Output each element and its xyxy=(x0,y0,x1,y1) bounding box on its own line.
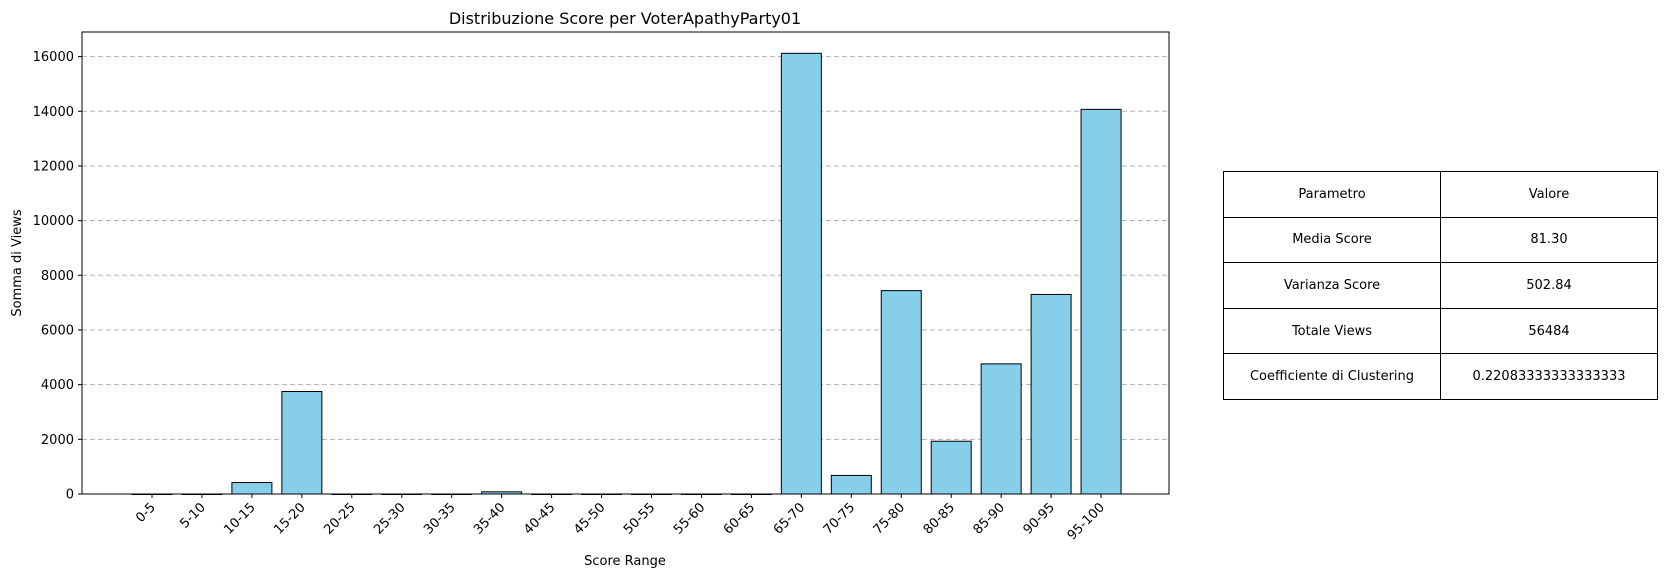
y-tick-label: 16000 xyxy=(33,50,74,65)
x-tick-label: 5-10 xyxy=(177,500,208,531)
y-tick-label: 8000 xyxy=(41,269,74,284)
x-tick-label: 95-100 xyxy=(1065,500,1108,543)
y-tick-label: 10000 xyxy=(33,214,74,229)
plot-frame xyxy=(81,31,1170,495)
table-header-row: Parametro Valore xyxy=(1223,171,1658,218)
table-cell-parameter: Totale Views xyxy=(1223,307,1441,355)
x-tick-label: 25-30 xyxy=(371,500,408,537)
bar-75-80 xyxy=(880,290,922,495)
x-tick-label: 50-55 xyxy=(621,500,658,537)
y-tick-label: 6000 xyxy=(41,323,74,338)
y-tick-label: 12000 xyxy=(33,159,74,174)
table-header-cell: Parametro xyxy=(1223,171,1441,218)
y-tick-label: 4000 xyxy=(41,378,74,393)
table-cell-value: 502.84 xyxy=(1440,262,1658,309)
x-tick-label: 30-35 xyxy=(421,500,458,537)
y-tick-label: 0 xyxy=(66,488,74,503)
table-cell-parameter: Varianza Score xyxy=(1223,262,1441,309)
y-tick-label: 2000 xyxy=(41,433,74,448)
bar-80-85 xyxy=(930,440,972,495)
bar-65-70 xyxy=(780,52,822,495)
y-axis-label: Somma di Views xyxy=(10,209,25,316)
chart-title: Distribuzione Score per VoterApathyParty… xyxy=(449,9,801,28)
table-row: Coefficiente di Clustering 0.22083333333… xyxy=(1223,353,1658,400)
x-tick-label: 35-40 xyxy=(471,500,508,537)
bars xyxy=(131,52,1122,495)
bar-10-15 xyxy=(231,482,273,495)
x-axis-ticks: 0-5 5-10 10-15 15-20 20-25 25-30 30-35 35-40 40-… xyxy=(133,494,1108,543)
x-tick-label: 85-90 xyxy=(971,500,1008,537)
y-axis-ticks: 0 2000 4000 6000 8000 10000 12000 14000 16000 xyxy=(33,50,82,503)
x-tick-label: 70-75 xyxy=(821,500,858,537)
x-axis-label: Score Range xyxy=(584,554,666,569)
table-cell-parameter: Media Score xyxy=(1223,216,1441,264)
x-tick-label: 10-15 xyxy=(221,500,258,537)
table-cell-value: 56484 xyxy=(1440,307,1658,355)
x-tick-label: 60-65 xyxy=(721,500,758,537)
x-tick-label: 20-25 xyxy=(321,500,358,537)
table-cell-parameter: Coefficiente di Clustering xyxy=(1223,353,1441,400)
x-tick-label: 75-80 xyxy=(871,500,908,537)
x-tick-label: 65-70 xyxy=(771,500,808,537)
table-cell-value: 81.30 xyxy=(1440,216,1658,264)
y-tick-label: 14000 xyxy=(33,105,74,120)
table-row: Media Score 81.30 xyxy=(1223,216,1658,264)
x-tick-label: 80-85 xyxy=(921,500,958,537)
bar-95-100 xyxy=(1080,108,1122,495)
x-tick-label: 15-20 xyxy=(271,500,308,537)
table-header-cell: Valore xyxy=(1440,171,1658,218)
bar-90-95 xyxy=(1030,293,1072,495)
x-tick-label: 55-60 xyxy=(671,500,708,537)
bar-85-90 xyxy=(980,363,1022,495)
bar-70-75 xyxy=(830,474,872,495)
bar-15-20 xyxy=(281,390,323,495)
x-tick-label: 90-95 xyxy=(1021,500,1058,537)
table-row: Varianza Score 502.84 xyxy=(1223,262,1658,309)
table-row: Totale Views 56484 xyxy=(1223,307,1658,355)
x-tick-label: 0-5 xyxy=(133,500,159,526)
x-tick-label: 45-50 xyxy=(571,500,608,537)
table-cell-value: 0.22083333333333333 xyxy=(1440,353,1658,400)
x-tick-label: 40-45 xyxy=(521,500,558,537)
stats-table: Parametro Valore Media Score 81.30 Varia… xyxy=(1223,171,1658,400)
